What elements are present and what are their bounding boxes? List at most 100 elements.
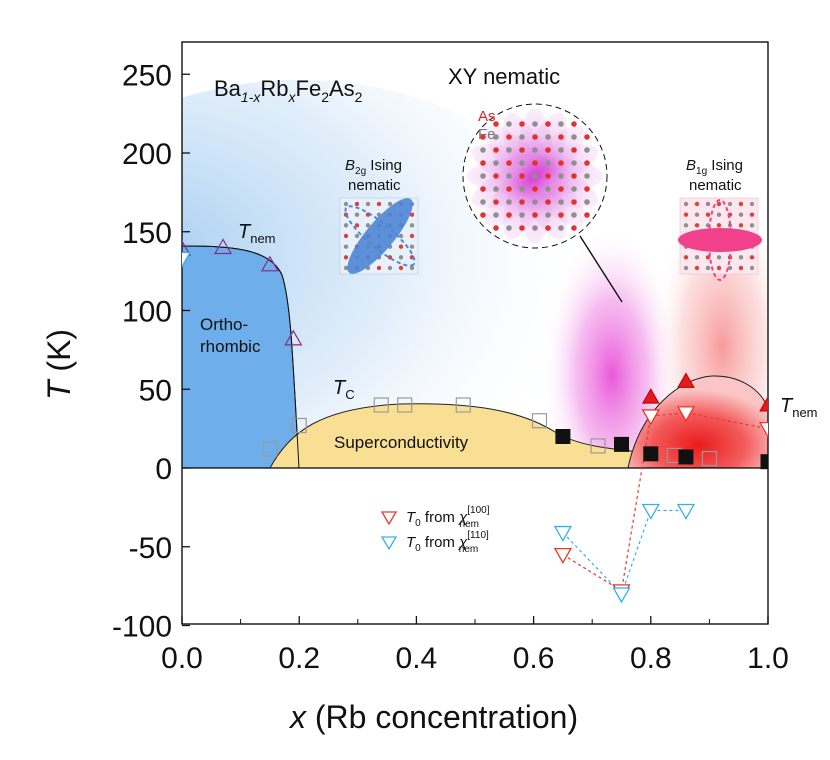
- lattice-atom: [749, 201, 755, 207]
- lattice-atom: [387, 201, 393, 207]
- lattice-atom: [558, 212, 564, 218]
- data-point: [182, 239, 192, 256]
- lattice-atom: [519, 134, 525, 140]
- x-axis: 0.0 0.2 0.4 0.6 0.8 1.0: [161, 616, 789, 675]
- data-point: [760, 454, 768, 470]
- data-point: [284, 329, 303, 346]
- lattice-atom: [343, 255, 349, 260]
- y-tick-label: -50: [129, 532, 172, 565]
- lattice-atom: [738, 255, 744, 260]
- data-point: [701, 450, 718, 467]
- lattice-atom: [493, 173, 499, 179]
- lattice-atom: [694, 255, 700, 260]
- lattice-atom: [584, 199, 590, 205]
- xy-nematic-inset: [462, 103, 623, 303]
- lattice-atom: [738, 212, 744, 217]
- lattice-atom: [409, 265, 415, 271]
- lattice-atom: [376, 265, 382, 271]
- lattice-atom: [532, 134, 538, 140]
- lattice-atom: [506, 212, 512, 218]
- lattice-atom: [716, 265, 722, 271]
- lattice-atom: [694, 212, 700, 217]
- lattice-atom: [705, 265, 711, 271]
- data-point: [641, 503, 660, 520]
- lattice-atom: [705, 212, 711, 217]
- lattice-atom: [343, 244, 349, 249]
- lattice-atom: [519, 160, 525, 166]
- lattice-atom: [545, 134, 551, 140]
- lattice-atom: [571, 212, 577, 218]
- lattice-atom: [532, 121, 538, 127]
- lattice-atom: [545, 212, 551, 218]
- svg-text:T0 from χ[100]nem: T0 from χ[100] nem: [406, 505, 490, 530]
- lattice-atom: [545, 160, 551, 166]
- lattice-atom: [493, 199, 499, 205]
- lattice-atom: [519, 186, 525, 192]
- data-point: [555, 429, 571, 444]
- lattice-atom: [558, 134, 564, 140]
- b2g-label: B2g Ising: [345, 157, 402, 177]
- data-point: [676, 503, 696, 520]
- lattice-atom: [398, 244, 404, 249]
- data-point: [641, 388, 660, 404]
- data-point: [182, 251, 192, 268]
- lattice-atom: [571, 121, 577, 127]
- lattice-atom: [506, 160, 512, 166]
- lattice-atom: [519, 147, 525, 153]
- x-tick-label: 1.0: [747, 642, 789, 675]
- lattice-atom: [519, 225, 525, 231]
- lattice-atom: [493, 212, 499, 218]
- data-point: [531, 413, 548, 429]
- b1g-label: B1g Ising: [686, 157, 743, 177]
- data-point: [758, 421, 768, 438]
- orthorhombic-region: [181, 245, 300, 469]
- compound-label: Ba1-xRbxFe2As2: [214, 76, 363, 105]
- lattice-atom: [716, 201, 722, 207]
- lattice-atom: [683, 255, 689, 260]
- lattice-atom: [738, 223, 744, 228]
- tc-label: TC: [333, 377, 355, 402]
- lattice-atom: [480, 186, 486, 192]
- lattice-atom: [545, 199, 551, 205]
- x-tick-label: 0.8: [630, 642, 672, 675]
- data-point: [455, 397, 471, 413]
- lattice-atom: [532, 186, 538, 192]
- lattice-atom: [545, 186, 551, 192]
- lattice-atom: [480, 134, 486, 140]
- lattice-atom: [506, 186, 512, 192]
- lattice-atom: [398, 265, 404, 271]
- lattice-atom: [480, 212, 486, 218]
- lattice-atom: [398, 233, 404, 239]
- lattice-atom: [354, 212, 360, 217]
- lattice-atom: [409, 244, 415, 249]
- lattice-atom: [558, 173, 564, 179]
- lattice-atom: [493, 134, 499, 140]
- lattice-atom: [343, 233, 349, 239]
- lattice-atom: [558, 147, 564, 153]
- data-point: [641, 409, 660, 426]
- lattice-atom: [493, 225, 499, 231]
- tnem-right-label: Tnem: [780, 395, 818, 420]
- lattice-atom: [571, 147, 577, 153]
- lattice-atom: [558, 186, 564, 192]
- superconductivity-label: Superconductivity: [334, 433, 469, 452]
- b2g-label-line2: nematic: [348, 177, 401, 194]
- lattice-atom: [532, 225, 538, 231]
- lattice-atom: [354, 233, 360, 239]
- lattice-atom: [716, 223, 722, 228]
- lattice-atom: [480, 147, 486, 153]
- data-point: [614, 436, 629, 452]
- b2g-inset: [339, 197, 419, 275]
- legend-item-100: T0 from χ[100] nem: [380, 505, 490, 530]
- lattice-atom: [571, 199, 577, 205]
- legend-item-110: T0 from χ[110] nem: [380, 530, 489, 555]
- lattice-atom: [409, 212, 415, 217]
- lattice-atom: [545, 147, 551, 153]
- lattice-atom: [506, 225, 512, 231]
- data-point: [612, 587, 631, 604]
- lattice-atom: [506, 134, 512, 140]
- b1g-label-line2: nematic: [689, 177, 742, 194]
- y-tick-label: 0: [155, 453, 172, 486]
- lattice-atom: [558, 199, 564, 205]
- y-tick-label: -100: [112, 611, 172, 644]
